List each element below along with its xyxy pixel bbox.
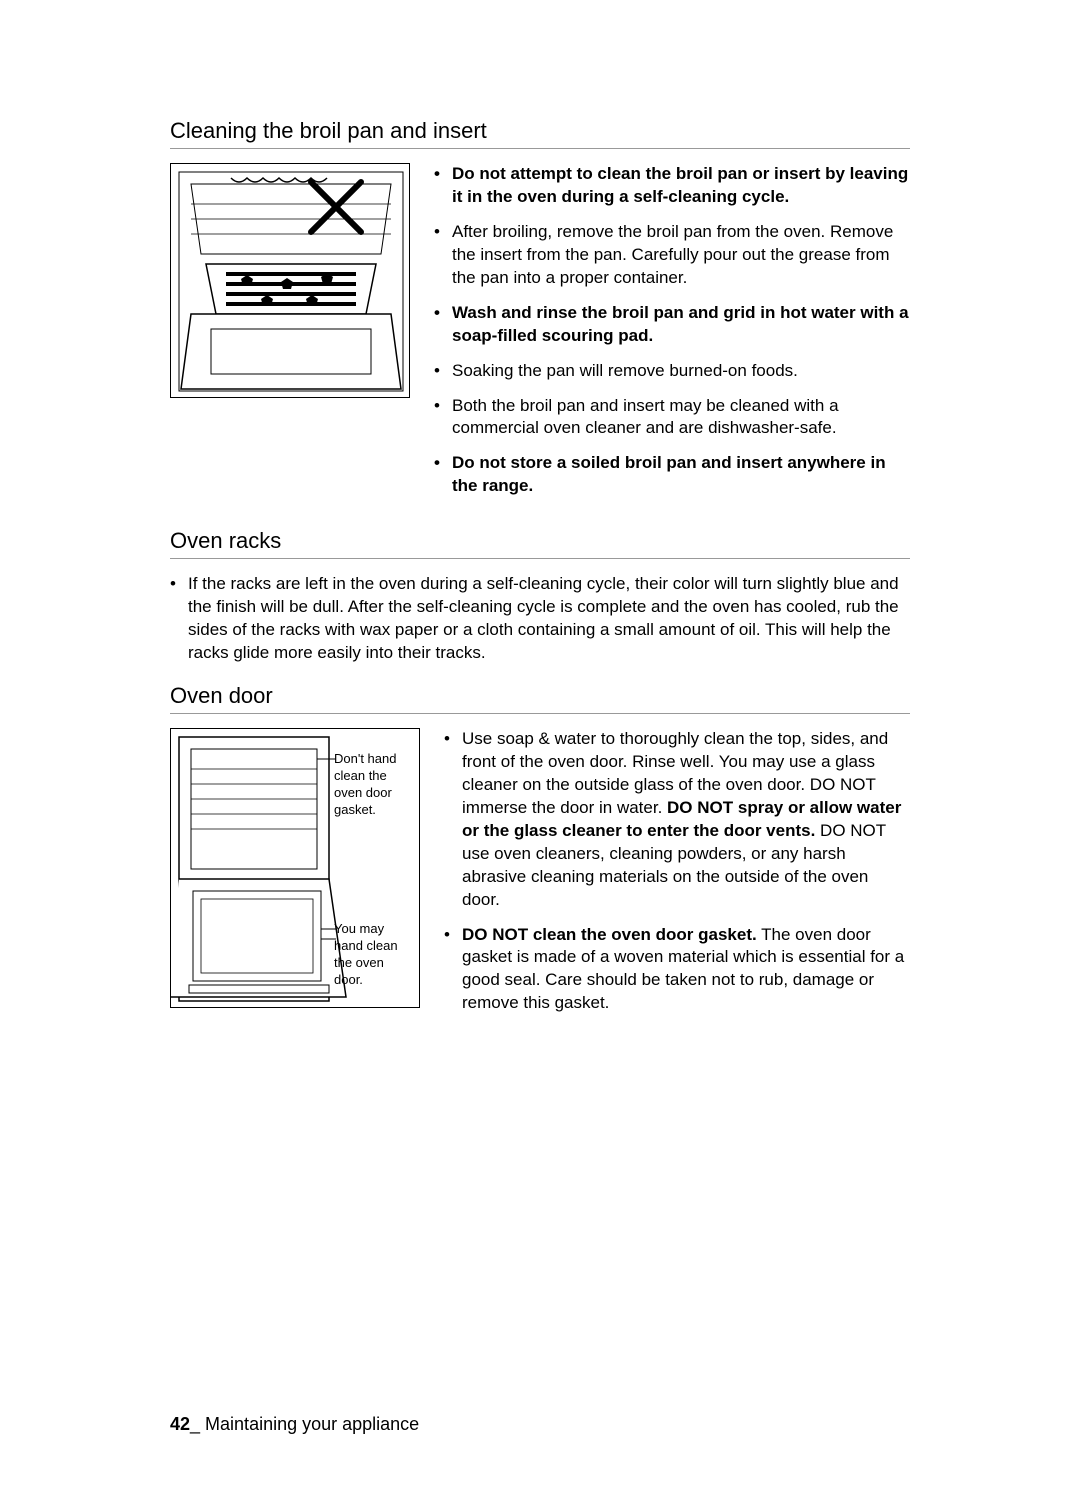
list-item: Wash and rinse the broil pan and grid in…	[434, 302, 910, 348]
list-item: Use soap & water to thoroughly clean the…	[444, 728, 910, 912]
footer-title: Maintaining your appliance	[205, 1414, 419, 1434]
section1-row: Do not attempt to clean the broil pan or…	[170, 163, 910, 510]
heading-oven-racks: Oven racks	[170, 528, 910, 559]
illustration-broil-pan	[170, 163, 410, 398]
list-item: DO NOT clean the oven door gasket. The o…	[444, 924, 910, 1016]
heading-oven-door: Oven door	[170, 683, 910, 714]
broil-pan-bullets: Do not attempt to clean the broil pan or…	[434, 163, 910, 510]
section3-row: Don't hand clean the oven door gasket. Y…	[170, 728, 910, 1027]
illus-label-door: You may hand clean the oven door.	[334, 921, 416, 989]
illus-label-gasket: Don't hand clean the oven door gasket.	[334, 751, 416, 819]
list-item: Soaking the pan will remove burned-on fo…	[434, 360, 910, 383]
oven-door-bullets: Use soap & water to thoroughly clean the…	[444, 728, 910, 1027]
footer-sep: _	[190, 1414, 205, 1434]
heading-broil-pan: Cleaning the broil pan and insert	[170, 118, 910, 149]
list-item: Do not store a soiled broil pan and inse…	[434, 452, 910, 498]
oven-racks-text: If the racks are left in the oven during…	[170, 573, 910, 665]
list-item: Do not attempt to clean the broil pan or…	[434, 163, 910, 209]
page-number: 42	[170, 1414, 190, 1434]
page-footer: 42_ Maintaining your appliance	[170, 1414, 419, 1435]
list-item: Both the broil pan and insert may be cle…	[434, 395, 910, 441]
list-item: After broiling, remove the broil pan fro…	[434, 221, 910, 290]
illustration-oven-door: Don't hand clean the oven door gasket. Y…	[170, 728, 420, 1008]
text: DO NOT clean the oven door gasket.	[462, 925, 757, 944]
